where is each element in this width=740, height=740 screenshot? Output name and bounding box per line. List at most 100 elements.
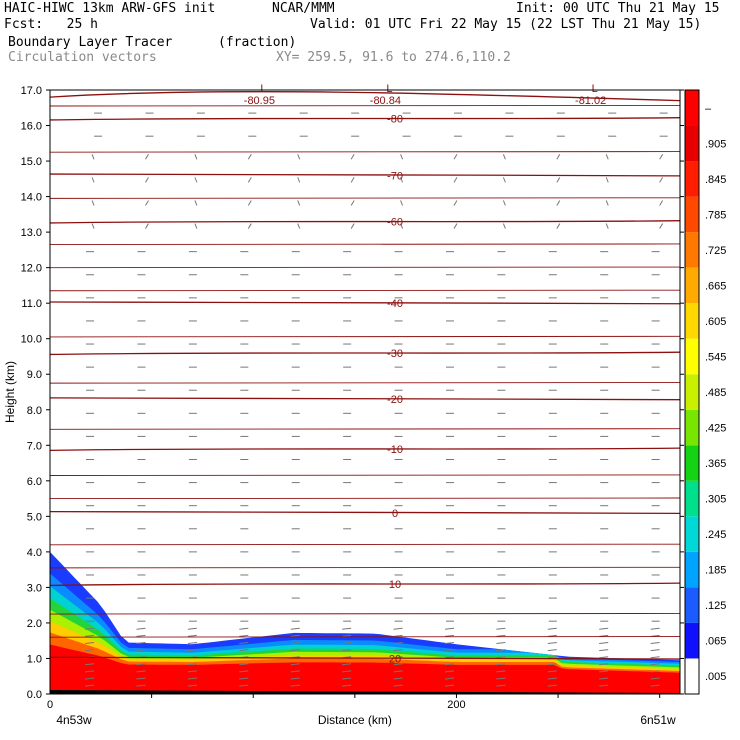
wind-vector <box>145 177 149 183</box>
wind-vector <box>393 684 403 687</box>
wind-vector <box>91 177 95 183</box>
y-tick-label: 4.0 <box>27 547 42 559</box>
isotherm-label: -70 <box>387 170 403 182</box>
isotherm-line <box>49 173 681 177</box>
wind-vector <box>85 641 95 644</box>
wind-vector <box>342 684 352 687</box>
wind-vector <box>502 177 506 183</box>
minimum-symbol: L <box>386 83 392 95</box>
isotherm-line <box>49 220 681 224</box>
wind-vector <box>85 627 95 630</box>
wind-vector <box>400 177 404 183</box>
wind-vector <box>650 656 660 659</box>
wind-vector <box>400 154 404 160</box>
isotherm-line <box>49 151 681 153</box>
wind-vector <box>290 649 300 652</box>
wind-vector <box>556 177 561 183</box>
circulation-vectors <box>85 112 668 687</box>
wind-vector <box>453 177 458 183</box>
isotherm-line <box>49 91 681 102</box>
isotherm-line <box>49 301 681 305</box>
wind-vector <box>650 684 660 687</box>
wind-vector <box>145 200 149 206</box>
colorbar-label: .785 <box>705 209 726 221</box>
colorbar-label: .305 <box>705 494 726 506</box>
isotherm-line <box>49 243 681 246</box>
wind-vector <box>342 641 352 644</box>
wind-vector <box>393 641 403 644</box>
wind-vector <box>239 634 249 637</box>
tracer-field <box>50 551 680 694</box>
axes: 0.0 1.0 2.0 3.0 4.0 5.0 6.0 7.0 8.0 9.0 10.0 11.0 12… <box>3 85 684 727</box>
wind-vector <box>350 177 355 183</box>
colorbar-label: – <box>705 103 712 115</box>
wind-vector <box>393 677 403 680</box>
minimum-value: -81.02 <box>575 95 606 107</box>
colorbar-swatch <box>685 232 699 268</box>
wind-vector <box>393 663 403 666</box>
colorbar-swatch <box>685 409 699 446</box>
wind-vector <box>187 627 197 630</box>
wind-vector <box>547 649 557 652</box>
wind-vector <box>599 670 609 673</box>
isotherm-label: -60 <box>387 216 403 228</box>
wind-vector <box>599 641 609 644</box>
wind-vector <box>239 641 249 644</box>
colorbar-swatch <box>685 338 699 375</box>
x-left-end-label: 4n53w <box>56 713 92 727</box>
wind-vector <box>342 663 352 666</box>
colorbar-swatch <box>685 658 699 694</box>
isotherm-line <box>49 582 681 587</box>
wind-vector <box>502 223 506 229</box>
wind-vector <box>547 663 557 666</box>
isotherm-label: 0 <box>392 508 398 520</box>
wind-vector <box>136 627 146 630</box>
x-tick-label: 0 <box>47 699 53 711</box>
isotherm-line <box>49 497 681 500</box>
wind-vector <box>400 223 404 229</box>
isotherm-line <box>49 613 681 615</box>
isotherm-line <box>49 117 681 121</box>
wind-vector <box>194 223 198 229</box>
init-time: Init: 00 UTC Thu 21 May 15 <box>516 1 720 16</box>
wind-vector <box>136 649 146 652</box>
colorbar-swatch <box>685 480 699 517</box>
wind-vector <box>145 154 149 160</box>
isotherm-line <box>49 197 681 199</box>
colorbar-label: .485 <box>705 387 726 399</box>
wind-vector <box>247 177 252 183</box>
wind-vector <box>85 663 95 666</box>
wind-vector <box>145 223 149 229</box>
wind-vector <box>659 223 664 229</box>
isotherm-line <box>49 510 681 515</box>
wind-vector <box>187 634 197 637</box>
minimum-symbol: L <box>592 83 598 95</box>
wind-vector <box>599 656 609 659</box>
colorbar-swatch <box>685 374 699 410</box>
wind-vector <box>547 634 557 637</box>
wind-vector <box>444 684 455 687</box>
colorbar-swatch <box>685 125 699 162</box>
colorbar-swatch <box>685 516 699 552</box>
wind-vector <box>496 684 506 687</box>
wind-vector <box>599 663 609 666</box>
y-tick-label: 2.0 <box>27 618 42 630</box>
wind-vector <box>444 677 455 680</box>
wind-vector <box>453 154 458 160</box>
wind-vector <box>136 677 146 680</box>
wind-vector <box>547 684 557 687</box>
wind-vector <box>502 200 506 206</box>
y-axis-label: Height (km) <box>3 361 17 423</box>
isotherm-label: -30 <box>387 348 403 360</box>
isotherm-line <box>49 566 681 569</box>
wind-vector <box>599 627 609 630</box>
wind-vector <box>393 634 403 637</box>
isotherm-line <box>49 382 681 384</box>
isotherm-line <box>49 474 681 476</box>
isotherm-label: -40 <box>387 298 403 310</box>
field-units: (fraction) <box>218 35 297 50</box>
wind-vector <box>85 634 95 637</box>
wind-vector <box>650 663 660 666</box>
isotherm-label: 20 <box>389 653 401 665</box>
wind-vector <box>187 670 197 673</box>
